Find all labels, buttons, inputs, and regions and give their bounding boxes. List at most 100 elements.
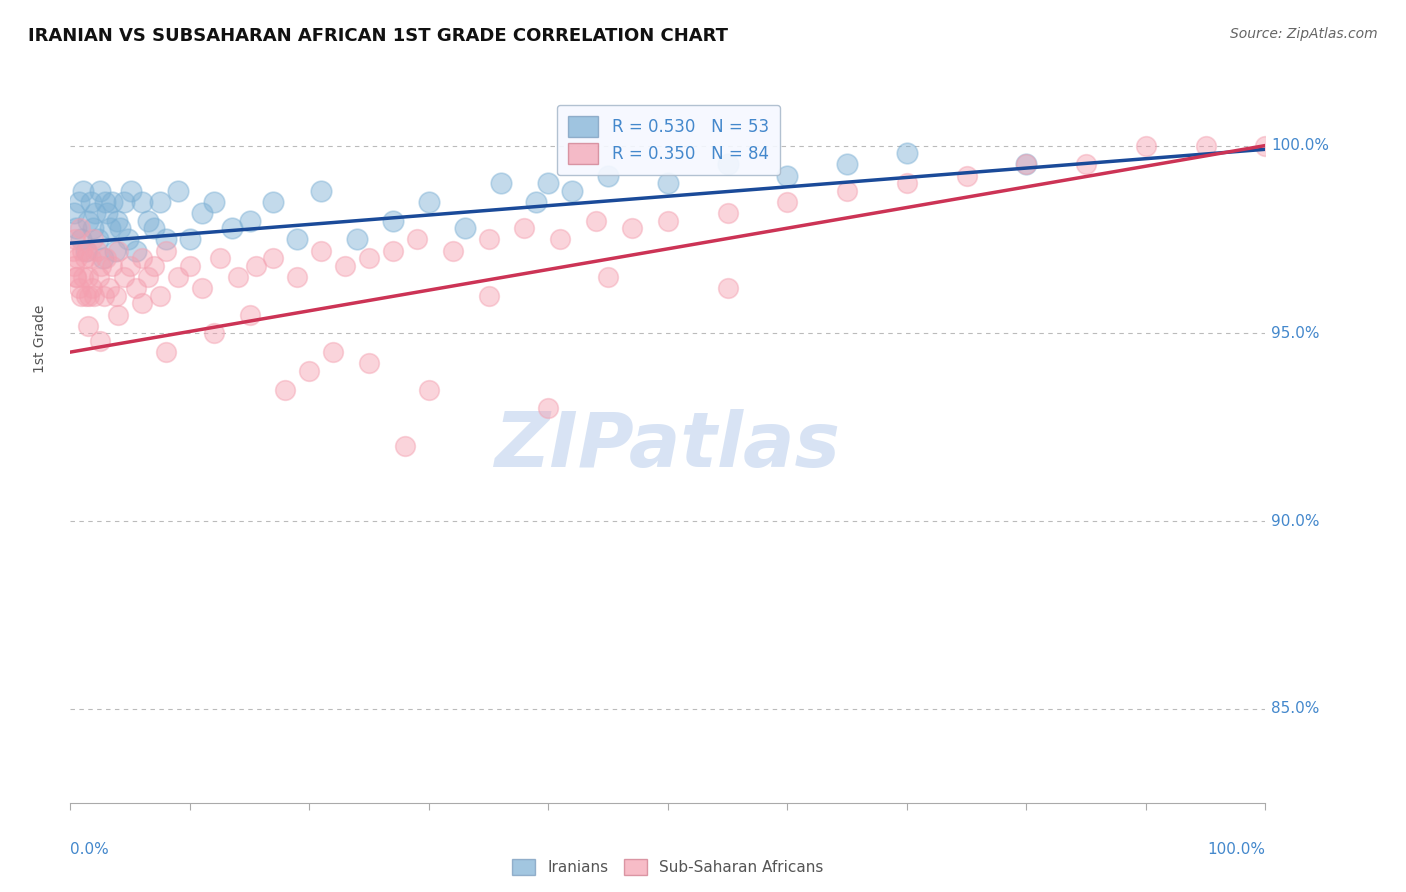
Point	[394, 439, 416, 453]
Point	[311, 184, 333, 198]
Point	[837, 157, 859, 171]
Point	[96, 206, 118, 220]
Point	[125, 244, 148, 258]
Point	[263, 251, 285, 265]
Point	[77, 213, 100, 227]
Point	[136, 213, 159, 227]
Point	[776, 169, 799, 183]
Point	[657, 176, 679, 190]
Point	[598, 270, 620, 285]
Point	[97, 281, 120, 295]
Text: IRANIAN VS SUBSAHARAN AFRICAN 1ST GRADE CORRELATION CHART: IRANIAN VS SUBSAHARAN AFRICAN 1ST GRADE …	[28, 27, 728, 45]
Point	[73, 251, 96, 265]
Point	[418, 194, 440, 209]
Point	[101, 194, 124, 209]
Point	[837, 184, 859, 198]
Point	[107, 244, 129, 258]
Point	[598, 169, 620, 183]
Point	[489, 176, 512, 190]
Point	[346, 232, 368, 246]
Point	[70, 289, 93, 303]
Point	[98, 221, 121, 235]
Point	[896, 146, 918, 161]
Point	[79, 194, 101, 209]
Point	[67, 194, 90, 209]
Point	[441, 244, 464, 258]
Point	[956, 169, 979, 183]
Point	[191, 281, 214, 295]
Point	[537, 176, 560, 190]
Point	[513, 221, 536, 235]
Point	[75, 289, 97, 303]
Point	[550, 232, 572, 246]
Point	[112, 194, 135, 209]
Point	[104, 289, 127, 303]
Point	[117, 232, 139, 246]
Text: 85.0%: 85.0%	[1271, 701, 1320, 716]
Point	[90, 259, 112, 273]
Point	[359, 251, 381, 265]
Point	[382, 244, 405, 258]
Point	[76, 244, 98, 258]
Point	[657, 213, 679, 227]
Point	[239, 308, 262, 322]
Point	[110, 221, 132, 235]
Point	[72, 270, 94, 285]
Point	[103, 244, 125, 258]
Point	[298, 364, 321, 378]
Point	[70, 244, 93, 258]
Text: 95.0%: 95.0%	[1271, 326, 1320, 341]
Point	[208, 251, 231, 265]
Text: 1st Grade: 1st Grade	[34, 305, 48, 373]
Point	[72, 184, 94, 198]
Point	[105, 213, 128, 227]
Legend: Iranians, Sub-Saharan Africans: Iranians, Sub-Saharan Africans	[506, 854, 830, 881]
Point	[143, 221, 166, 235]
Point	[454, 221, 477, 235]
Point	[125, 281, 148, 295]
Point	[717, 206, 740, 220]
Point	[107, 308, 129, 322]
Point	[75, 244, 97, 258]
Text: 100.0%: 100.0%	[1208, 842, 1265, 856]
Point	[263, 194, 285, 209]
Point	[191, 206, 214, 220]
Point	[96, 251, 118, 265]
Point	[179, 259, 201, 273]
Point	[1254, 138, 1277, 153]
Point	[83, 289, 105, 303]
Point	[65, 270, 87, 285]
Point	[89, 334, 111, 348]
Point	[167, 184, 190, 198]
Point	[82, 232, 104, 246]
Point	[87, 270, 110, 285]
Point	[79, 251, 101, 265]
Point	[131, 296, 153, 310]
Point	[80, 281, 103, 295]
Point	[585, 213, 607, 227]
Point	[561, 184, 583, 198]
Point	[1076, 157, 1098, 171]
Point	[526, 194, 548, 209]
Point	[136, 270, 159, 285]
Text: 100.0%: 100.0%	[1271, 138, 1330, 153]
Point	[131, 251, 153, 265]
Point	[65, 221, 87, 235]
Point	[120, 259, 141, 273]
Point	[896, 176, 918, 190]
Point	[66, 251, 89, 265]
Point	[418, 383, 440, 397]
Point	[67, 281, 90, 295]
Point	[478, 232, 501, 246]
Point	[239, 213, 262, 227]
Point	[62, 244, 84, 258]
Point	[359, 356, 381, 370]
Point	[155, 244, 177, 258]
Point	[65, 270, 87, 285]
Point	[322, 345, 344, 359]
Point	[287, 270, 309, 285]
Point	[382, 213, 405, 227]
Point	[63, 206, 86, 220]
Point	[101, 259, 124, 273]
Text: Source: ZipAtlas.com: Source: ZipAtlas.com	[1230, 27, 1378, 41]
